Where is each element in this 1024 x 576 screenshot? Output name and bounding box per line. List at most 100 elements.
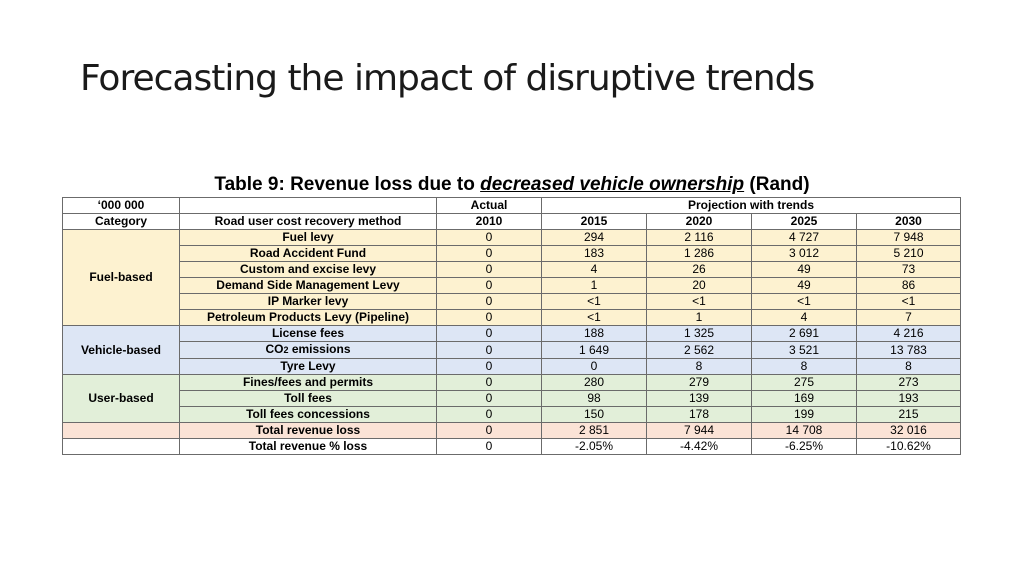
method-cell: Fines/fees and permits (179, 374, 437, 391)
value-cell: 13 783 (855, 341, 962, 359)
method-cell: Tyre Levy (179, 358, 437, 375)
value-cell: 8 (751, 358, 857, 375)
year-header: 2025 (751, 213, 857, 230)
table-row: IP Marker levy 0 <1 <1 <1 <1 (63, 293, 962, 310)
value-cell: 98 (541, 390, 647, 407)
total-percent-row: Total revenue % loss 0 -2.05% -4.42% -6.… (62, 438, 962, 455)
method-cell: Total revenue % loss (179, 438, 437, 455)
table-row: Custom and excise levy 0 4 26 49 73 (63, 261, 962, 278)
value-cell: 0 (436, 422, 542, 439)
method-header: Road user cost recovery method (179, 213, 437, 230)
value-cell: 215 (855, 406, 962, 423)
table-row: Petroleum Products Levy (Pipeline) 0 <1 … (63, 309, 962, 326)
value-cell: 178 (646, 406, 752, 423)
value-cell: <1 (541, 293, 647, 310)
value-cell: 86 (855, 277, 962, 294)
blank-category-cell (62, 438, 180, 455)
year-header: 2020 (646, 213, 752, 230)
value-cell: 193 (855, 390, 962, 407)
method-cell: Toll fees concessions (179, 406, 437, 423)
value-cell: 183 (541, 245, 647, 262)
value-cell: 1 286 (646, 245, 752, 262)
value-cell: 199 (751, 406, 857, 423)
value-cell: 0 (436, 438, 542, 455)
group-user-based: User-based (62, 374, 180, 423)
co2-subscript: 2 (283, 345, 289, 355)
value-cell: 0 (436, 293, 542, 310)
group-vehicle-based: Vehicle-based (62, 325, 180, 375)
group-fuel-based: Fuel-based (62, 229, 180, 326)
value-cell: 0 (436, 406, 542, 423)
table-row: User-based Fines/fees and permits 0 280 … (62, 374, 962, 423)
value-cell: 0 (436, 341, 542, 359)
method-cell: Custom and excise levy (179, 261, 437, 278)
table-row: Demand Side Management Levy 0 1 20 49 86 (63, 277, 962, 294)
value-cell: 0 (436, 229, 542, 246)
projection-header: Projection with trends (540, 197, 962, 214)
value-cell: 5 210 (855, 245, 962, 262)
value-cell: 32 016 (855, 422, 962, 439)
method-cell: Road Accident Fund (179, 245, 437, 262)
value-cell: 273 (855, 374, 962, 391)
value-cell: 4 216 (855, 325, 962, 342)
value-cell: <1 (541, 309, 647, 326)
table-row: Road Accident Fund 0 183 1 286 3 012 5 2… (63, 245, 962, 262)
table-row: CO2 emissions 0 1 649 2 562 3 521 13 783 (63, 341, 962, 359)
value-cell: 3 012 (751, 245, 857, 262)
value-cell: -10.62% (855, 438, 962, 455)
table-row: Vehicle-based License fees 0 188 1 325 2… (62, 325, 962, 375)
value-cell: <1 (646, 293, 752, 310)
slide-title: Forecasting the impact of disruptive tre… (80, 58, 815, 99)
method-cell: Toll fees (179, 390, 437, 407)
method-cell: Fuel levy (179, 229, 437, 246)
value-cell: 4 (541, 261, 647, 278)
value-cell: 169 (751, 390, 857, 407)
caption-suffix: (Rand) (744, 174, 810, 195)
table-caption: Table 9: Revenue loss due to decreased v… (0, 174, 1024, 196)
value-cell: 1 (541, 277, 647, 294)
co2-label-rest: emissions (288, 342, 351, 357)
value-cell: 1 (646, 309, 752, 326)
value-cell: 7 948 (855, 229, 962, 246)
value-cell: 8 (646, 358, 752, 375)
value-cell: <1 (751, 293, 857, 310)
value-cell: 2 562 (646, 341, 752, 359)
value-cell: 279 (646, 374, 752, 391)
value-cell: 2 116 (646, 229, 752, 246)
value-cell: 1 325 (646, 325, 752, 342)
caption-emphasis: decreased vehicle ownership (480, 174, 745, 195)
value-cell: 4 (751, 309, 857, 326)
header-row-2: Category Road user cost recovery method … (62, 213, 962, 230)
blank-header-cell (179, 197, 437, 214)
co2-label: CO (265, 342, 284, 357)
value-cell: 0 (436, 245, 542, 262)
value-cell: 0 (436, 374, 542, 391)
caption-prefix: Table 9: Revenue loss due to (214, 174, 481, 195)
method-cell: Demand Side Management Levy (179, 277, 437, 294)
blank-category-cell (62, 422, 180, 439)
units-header: ‘000 000 (62, 197, 180, 214)
value-cell: 20 (646, 277, 752, 294)
method-cell: Total revenue loss (179, 422, 437, 439)
method-cell: CO2 emissions (179, 341, 437, 359)
value-cell: 26 (646, 261, 752, 278)
value-cell: 150 (541, 406, 647, 423)
value-cell: 49 (751, 277, 857, 294)
method-cell: IP Marker levy (179, 293, 437, 310)
value-cell: 275 (751, 374, 857, 391)
table-row: Toll fees concessions 0 150 178 199 215 (63, 406, 962, 423)
value-cell: <1 (855, 293, 962, 310)
value-cell: 1 649 (541, 341, 647, 359)
value-cell: 0 (436, 358, 542, 375)
year-header: 2010 (436, 213, 542, 230)
value-cell: 2 691 (751, 325, 857, 342)
value-cell: 7 (855, 309, 962, 326)
value-cell: -6.25% (751, 438, 857, 455)
year-header: 2015 (541, 213, 647, 230)
value-cell: 49 (751, 261, 857, 278)
value-cell: 188 (541, 325, 647, 342)
value-cell: 7 944 (646, 422, 752, 439)
value-cell: 0 (436, 309, 542, 326)
value-cell: 73 (855, 261, 962, 278)
value-cell: 2 851 (541, 422, 647, 439)
